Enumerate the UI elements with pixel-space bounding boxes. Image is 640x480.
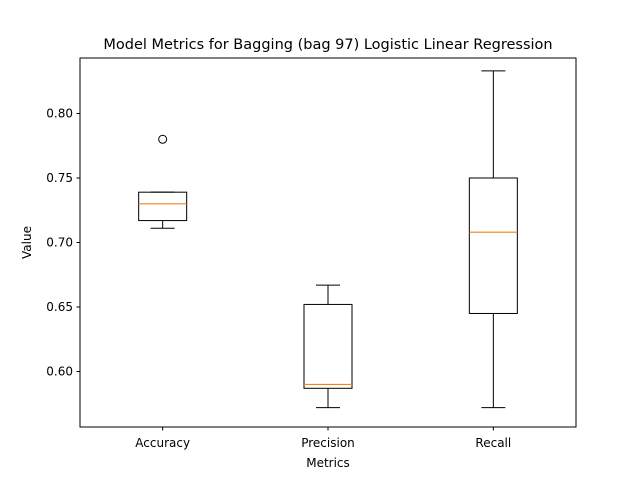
x-axis: Accuracy Precision Recall <box>135 427 511 450</box>
y-tick-label: 0.65 <box>46 300 73 314</box>
y-tick-label: 0.60 <box>46 365 73 379</box>
outlier-point <box>158 134 168 144</box>
y-tick-label: 0.75 <box>46 171 73 185</box>
y-tick-label: 0.80 <box>46 107 73 121</box>
iqr-box <box>138 191 188 222</box>
box-accuracy <box>138 134 188 229</box>
iqr-box <box>303 303 353 389</box>
box-precision <box>303 284 353 409</box>
iqr-box <box>468 177 518 314</box>
y-axis-label: Value <box>20 226 34 259</box>
plot-area <box>138 70 518 409</box>
box-recall <box>468 70 518 409</box>
y-axis: 0.60 0.65 0.70 0.75 0.80 <box>46 107 80 379</box>
x-axis-label: Metrics <box>306 456 350 470</box>
chart-title: Model Metrics for Bagging (bag 97) Logis… <box>103 37 552 53</box>
x-tick-label: Recall <box>475 436 511 450</box>
x-tick-label: Precision <box>301 436 355 450</box>
x-tick-label: Accuracy <box>135 436 190 450</box>
y-tick-label: 0.70 <box>46 236 73 250</box>
